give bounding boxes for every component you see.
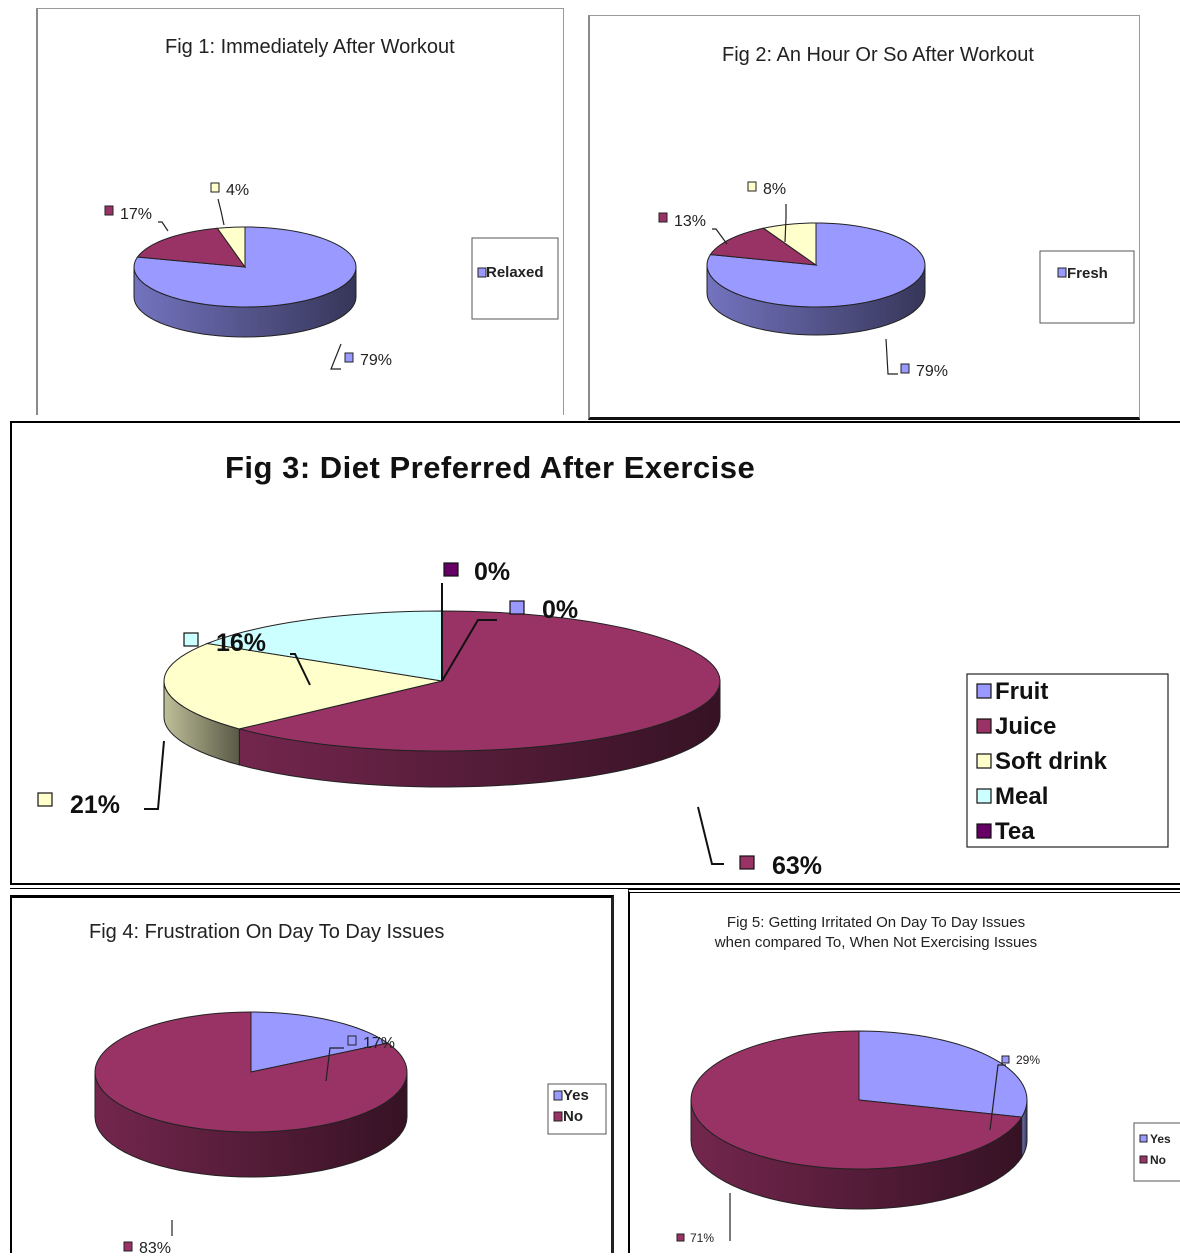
pie-chart-fig2: Fig 2: An Hour Or So After Workout 79% 1… — [658, 44, 1135, 380]
chart-title: Fig 1: Immediately After Workout — [165, 36, 455, 58]
legend-item-no: No — [563, 1108, 583, 1125]
pie-chart-fig5: Fig 5: Getting Irritated On Day To Day I… — [676, 914, 1180, 1245]
pie-slice — [690, 1030, 1023, 1170]
chart-title: Fig 3: Diet Preferred After Exercise — [225, 450, 755, 485]
slice-label: 71% — [676, 1193, 731, 1245]
pie-slice — [250, 1011, 389, 1073]
legend: Relaxed — [471, 237, 559, 320]
pie-slice — [239, 610, 721, 752]
legend-item-yes: Yes — [1150, 1132, 1171, 1146]
legend: Yes No — [1133, 1122, 1180, 1182]
slice-label: 17% — [104, 205, 169, 232]
pie-slice — [163, 642, 443, 730]
svg-text:29%: 29% — [1016, 1053, 1040, 1067]
pie-chart-fig1: Fig 1: Immediately After Workout 79% 17%… — [104, 36, 559, 370]
svg-text:79%: 79% — [360, 352, 392, 369]
pie-chart-fig4: Fig 4: Frustration On Day To Day Issues … — [89, 921, 607, 1257]
divider — [10, 888, 1180, 889]
legend-item-tea: Tea — [995, 818, 1035, 845]
slice-label: 29% — [989, 1053, 1040, 1131]
slice-label: 79% — [330, 343, 392, 370]
legend-item-relaxed: Relaxed — [486, 264, 544, 281]
svg-text:63%: 63% — [772, 852, 822, 880]
slice-label: 17% — [325, 1035, 395, 1082]
legend-item-meal: Meal — [995, 783, 1048, 810]
chart-title: Fig 4: Frustration On Day To Day Issues — [89, 921, 444, 943]
chart-panel-fig4: Fig 4: Frustration On Day To Day Issues … — [10, 895, 614, 1257]
svg-text:71%: 71% — [690, 1231, 714, 1245]
pie-chart-fig3: Fig 3: Diet Preferred After Exercise 0% … — [37, 450, 1169, 880]
chart-title: Fig 5: Getting Irritated On Day To Day I… — [727, 914, 1025, 931]
pie-slice — [762, 222, 817, 266]
svg-text:79%: 79% — [916, 363, 948, 380]
svg-text:4%: 4% — [226, 182, 249, 199]
svg-text:0%: 0% — [542, 596, 578, 624]
svg-text:17%: 17% — [120, 206, 152, 223]
chart-panel-fig1: Fig 1: Immediately After Workout 79% 17%… — [36, 8, 564, 415]
legend-item-fruit: Fruit — [995, 678, 1048, 705]
svg-text:13%: 13% — [674, 213, 706, 230]
chart-panel-fig5: Fig 5: Getting Irritated On Day To Day I… — [628, 889, 1180, 1253]
chart-panel-fig3: Fig 3: Diet Preferred After Exercise 0% … — [10, 421, 1180, 885]
pie-slice — [205, 610, 443, 682]
legend-item-fresh: Fresh — [1067, 265, 1108, 282]
slice-label: 83% — [123, 1220, 173, 1257]
chart-title: Fig 2: An Hour Or So After Workout — [722, 44, 1034, 66]
slice-label: 0% — [441, 596, 578, 682]
svg-text:83%: 83% — [139, 1240, 171, 1257]
slice-label: 0% — [441, 558, 510, 681]
chart-panel-fig2: Fig 2: An Hour Or So After Workout 79% 1… — [588, 15, 1140, 420]
svg-text:8%: 8% — [763, 181, 786, 198]
legend-item-soft-drink: Soft drink — [995, 748, 1108, 775]
legend-item-juice: Juice — [995, 713, 1056, 740]
slice-label: 63% — [697, 806, 822, 880]
pie-slice — [94, 1011, 408, 1133]
slice-label: 4% — [210, 182, 249, 226]
slice-label: 21% — [37, 740, 165, 819]
slice-label: 16% — [183, 629, 311, 686]
svg-text:16%: 16% — [216, 629, 266, 657]
chart-title-line2: when compared To, When Not Exercising Is… — [714, 934, 1037, 951]
legend-item-no: No — [1150, 1153, 1166, 1167]
pie-slice — [136, 227, 247, 268]
slice-label: 8% — [747, 181, 787, 243]
svg-text:21%: 21% — [70, 791, 120, 819]
slice-label: 79% — [885, 338, 948, 380]
svg-text:0%: 0% — [474, 558, 510, 586]
slice-label: 13% — [658, 212, 728, 245]
pie-slice — [216, 226, 246, 269]
pie-slice — [858, 1030, 1028, 1118]
legend: Fresh — [1039, 250, 1135, 324]
legend: Fruit Juice Soft drink Meal Tea — [966, 673, 1169, 848]
legend: Yes No — [547, 1083, 607, 1135]
svg-text:17%: 17% — [363, 1035, 395, 1052]
pie-slice — [709, 227, 818, 266]
legend-item-yes: Yes — [563, 1087, 589, 1104]
